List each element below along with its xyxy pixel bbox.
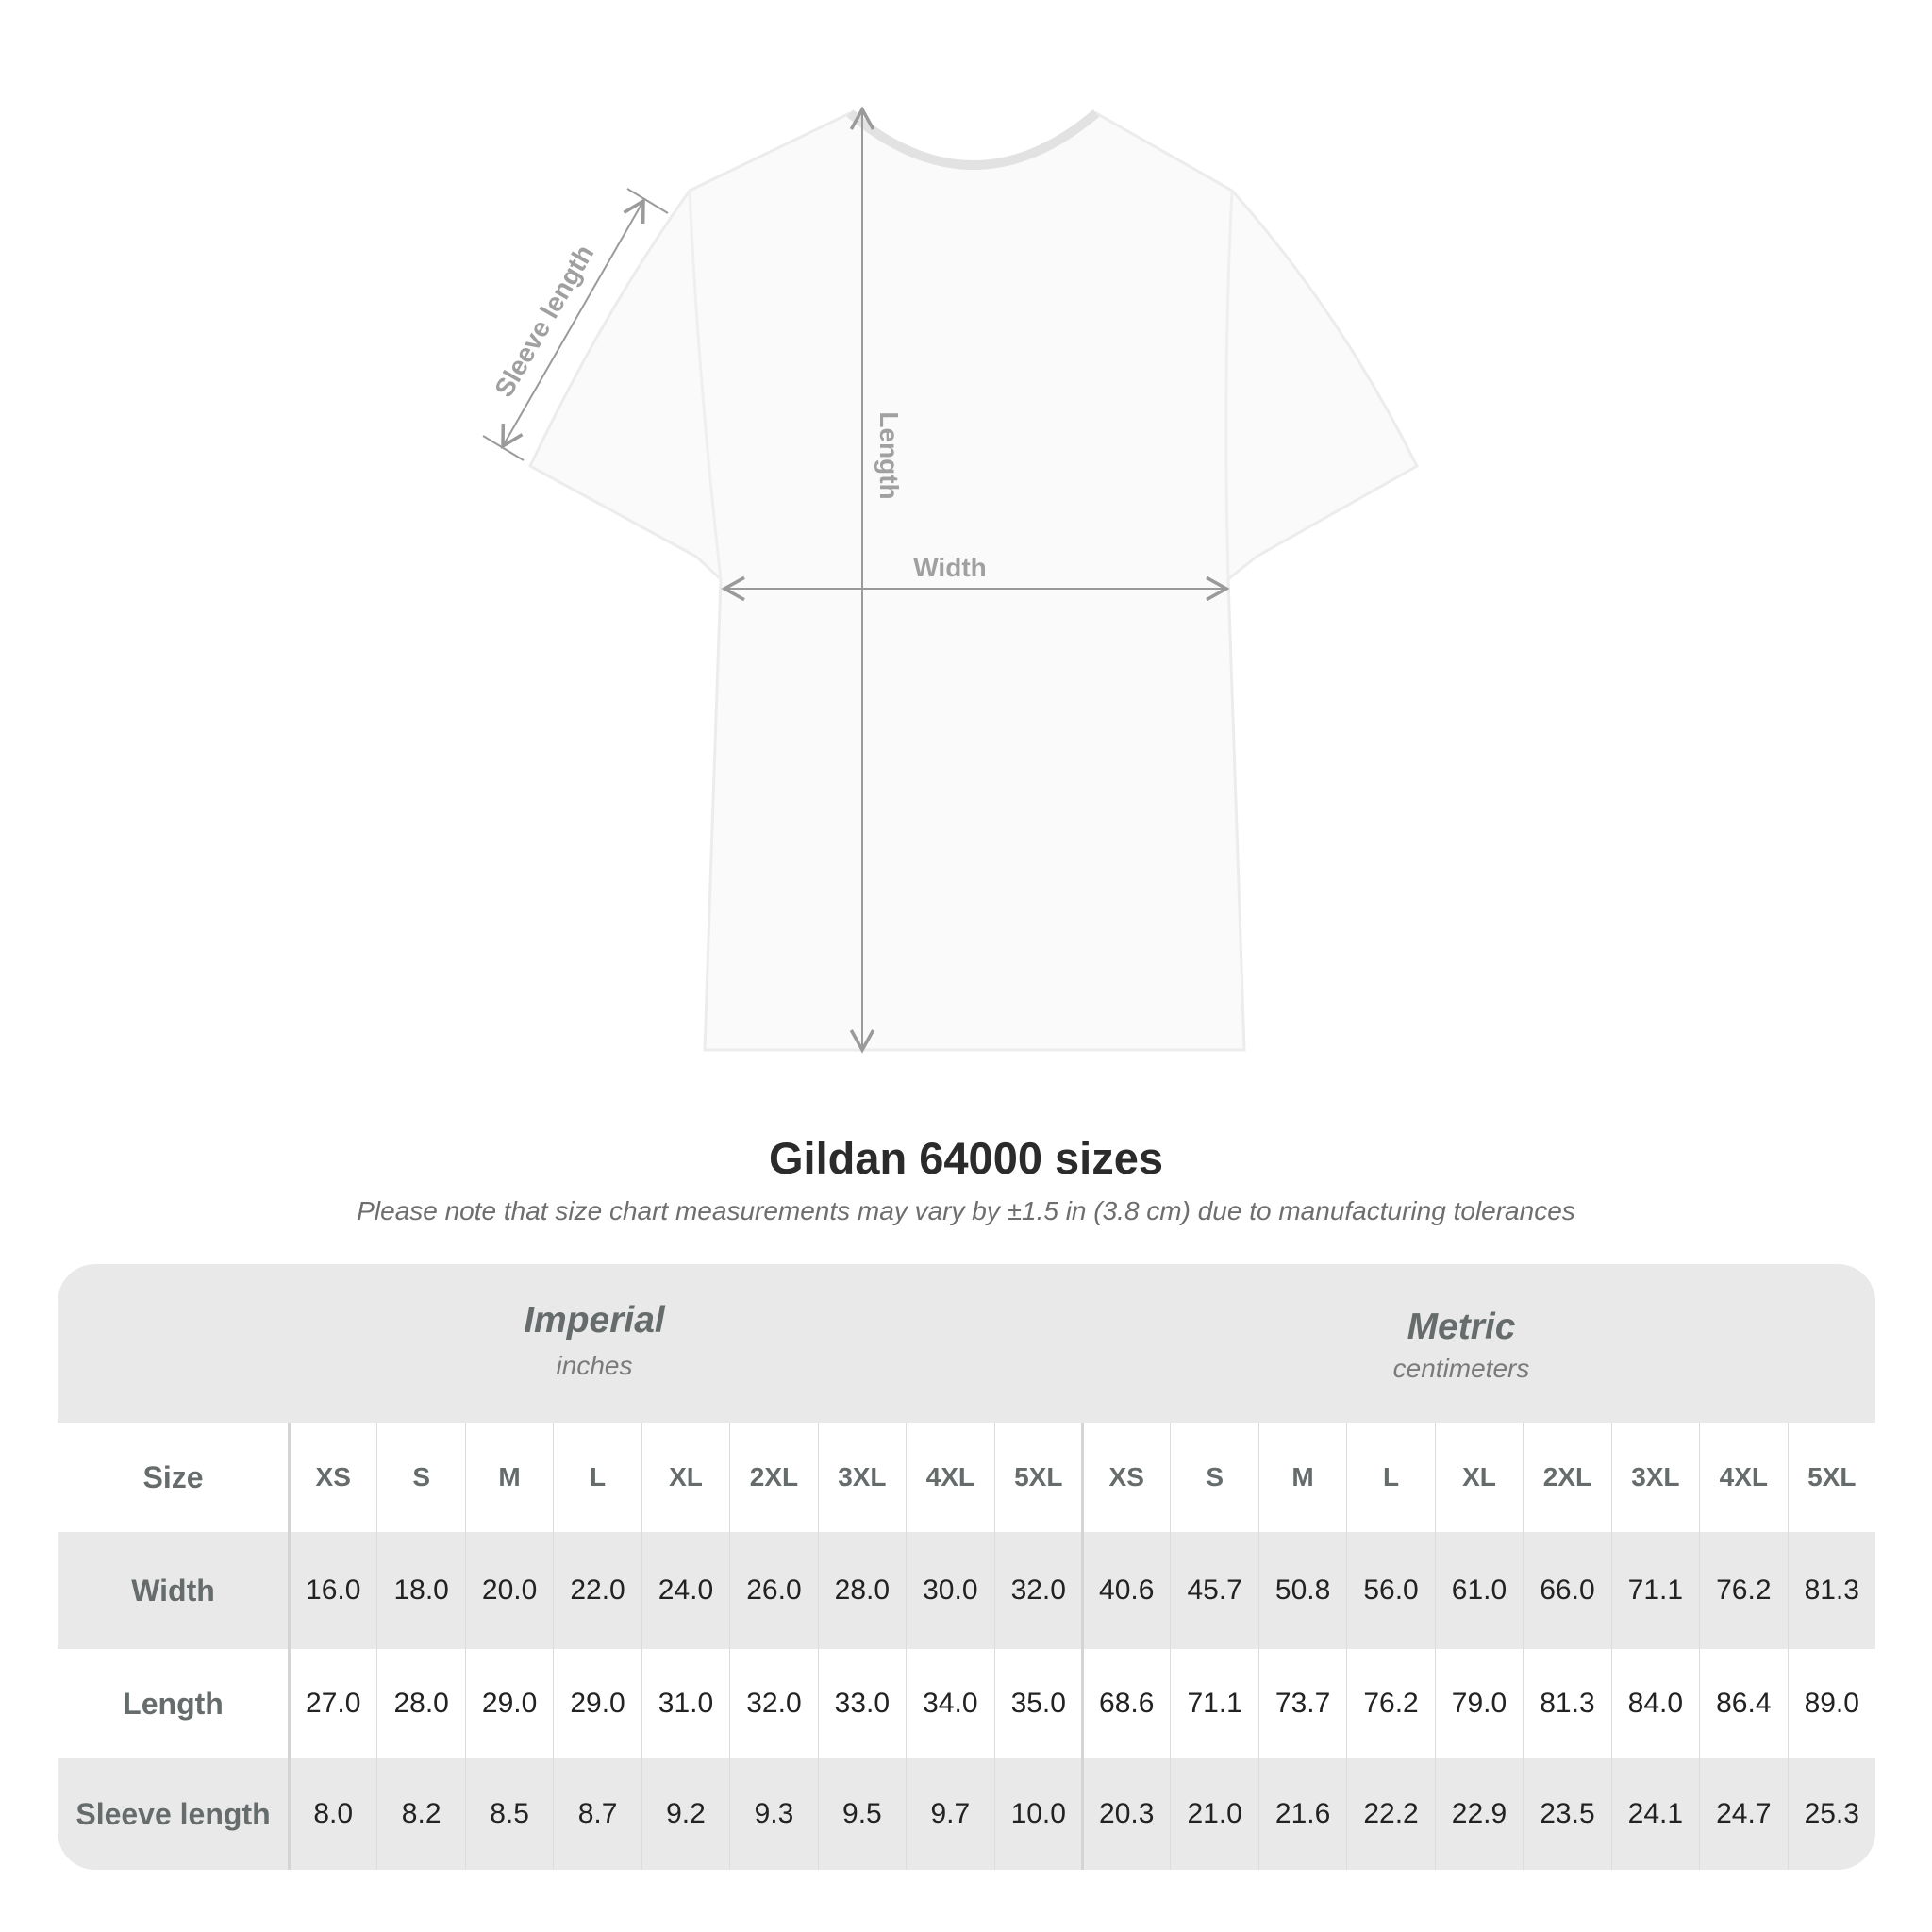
- table-cell: 61.0: [1434, 1532, 1523, 1649]
- table-cell: 71.1: [1170, 1649, 1257, 1758]
- table-cell: 45.7: [1170, 1532, 1257, 1649]
- tshirt-diagram: Length Width Sleeve length: [482, 106, 1419, 1054]
- size-header-cell: 5XL: [1787, 1423, 1875, 1532]
- table-cell: 56.0: [1346, 1532, 1434, 1649]
- label-column-divider: [288, 1423, 291, 1870]
- table-cell: 84.0: [1610, 1649, 1699, 1758]
- size-header-cell: 3XL: [817, 1423, 906, 1532]
- metric-header: Metric centimeters: [1131, 1307, 1791, 1384]
- table-cell: 9.7: [906, 1758, 993, 1870]
- table-cell: 9.5: [817, 1758, 906, 1870]
- imperial-unit: inches: [556, 1351, 633, 1380]
- table-row: Length 27.0 28.0 29.0 29.0 31.0 32.0 33.0 34.0 35…: [58, 1649, 1875, 1758]
- size-header-cell: XL: [1434, 1423, 1523, 1532]
- table-cell: 28.0: [817, 1532, 906, 1649]
- table-cell: 9.3: [729, 1758, 817, 1870]
- length-label: Length: [874, 411, 904, 499]
- table-cell: 8.2: [376, 1758, 464, 1870]
- imperial-metric-divider: [1081, 1423, 1084, 1870]
- table-cell: 31.0: [641, 1649, 729, 1758]
- metric-title: Metric: [1407, 1307, 1516, 1347]
- table-cell: 24.0: [641, 1532, 729, 1649]
- tolerance-note: Please note that size chart measurements…: [357, 1196, 1575, 1225]
- table-cell: 8.7: [553, 1758, 641, 1870]
- table-cell: 89.0: [1787, 1649, 1875, 1758]
- table-cell: 50.8: [1257, 1532, 1346, 1649]
- table-cell: 73.7: [1257, 1649, 1346, 1758]
- row-label: Length: [123, 1686, 224, 1721]
- table-cell: 35.0: [993, 1649, 1082, 1758]
- table-cell: 76.2: [1699, 1532, 1787, 1649]
- row-label: Size: [142, 1459, 204, 1494]
- size-header-cell: XS: [1082, 1423, 1170, 1532]
- size-header-cell: M: [1257, 1423, 1346, 1532]
- table-cell: 27.0: [289, 1649, 376, 1758]
- table-header-band: [58, 1264, 1875, 1423]
- table-cell: 21.6: [1257, 1758, 1346, 1870]
- table-cell: 20.0: [464, 1532, 553, 1649]
- table-cell: 9.2: [641, 1758, 729, 1870]
- size-header-cell: S: [1170, 1423, 1257, 1532]
- size-header-cell: XL: [641, 1423, 729, 1532]
- table-cell: 34.0: [906, 1649, 993, 1758]
- table-cell: 32.0: [993, 1532, 1082, 1649]
- table-cell: 10.0: [993, 1758, 1082, 1870]
- size-header-cell: 2XL: [1523, 1423, 1610, 1532]
- table-cell: 29.0: [464, 1649, 553, 1758]
- size-header-cell: XS: [289, 1423, 376, 1532]
- size-header-cell: 3XL: [1610, 1423, 1699, 1532]
- table-cell: 33.0: [817, 1649, 906, 1758]
- table-cell: 29.0: [553, 1649, 641, 1758]
- table-cell: 30.0: [906, 1532, 993, 1649]
- table-cell: 23.5: [1523, 1758, 1610, 1870]
- size-header-cell: L: [1346, 1423, 1434, 1532]
- size-header-cell: 5XL: [993, 1423, 1082, 1532]
- table-cell: 18.0: [376, 1532, 464, 1649]
- table-cell: 24.1: [1610, 1758, 1699, 1870]
- size-header-cell: S: [376, 1423, 464, 1532]
- width-label: Width: [913, 553, 987, 582]
- table-cell: 24.7: [1699, 1758, 1787, 1870]
- table-cell: 28.0: [376, 1649, 464, 1758]
- imperial-title: Imperial: [524, 1300, 665, 1341]
- size-table: Imperial inches Metric centimeters Size X…: [58, 1264, 1875, 1870]
- table-cell: 16.0: [289, 1532, 376, 1649]
- imperial-header: Imperial inches: [264, 1300, 924, 1381]
- table-cell: 26.0: [729, 1532, 817, 1649]
- table-cell: 68.6: [1082, 1649, 1170, 1758]
- size-header-cell: M: [464, 1423, 553, 1532]
- table-cell: 76.2: [1346, 1649, 1434, 1758]
- table-cell: 25.3: [1787, 1758, 1875, 1870]
- size-header-cell: 4XL: [1699, 1423, 1787, 1532]
- row-label: Sleeve length: [75, 1796, 271, 1831]
- sleeve-measure-line: [501, 197, 645, 450]
- page-title: Gildan 64000 sizes: [768, 1133, 1164, 1183]
- table-cell: 20.3: [1082, 1758, 1170, 1870]
- table-cell: 22.2: [1346, 1758, 1434, 1870]
- table-row: Sleeve length 8.0 8.2 8.5 8.7 9.2 9.3 9.5 9.7 10.…: [58, 1758, 1875, 1870]
- table-cell: 22.9: [1434, 1758, 1523, 1870]
- size-header-row: Size XS S M L XL 2XL 3XL 4XL 5XL XS S M L XL 2XL 3XL 4XL 5…: [58, 1423, 1875, 1532]
- table-cell: 71.1: [1610, 1532, 1699, 1649]
- row-label: Width: [131, 1573, 215, 1607]
- table-cell: 81.3: [1523, 1649, 1610, 1758]
- table-cell: 8.5: [464, 1758, 553, 1870]
- size-header-cell: 4XL: [906, 1423, 993, 1532]
- table-cell: 86.4: [1699, 1649, 1787, 1758]
- table-cell: 21.0: [1170, 1758, 1257, 1870]
- table-cell: 40.6: [1082, 1532, 1170, 1649]
- table-cell: 22.0: [553, 1532, 641, 1649]
- table-row: Width 16.0 18.0 20.0 22.0 24.0 26.0 28.0 30.0 32.…: [58, 1532, 1875, 1649]
- table-cell: 66.0: [1523, 1532, 1610, 1649]
- table-cell: 8.0: [289, 1758, 376, 1870]
- table-cell: 32.0: [729, 1649, 817, 1758]
- table-cell: 79.0: [1434, 1649, 1523, 1758]
- metric-unit: centimeters: [1392, 1354, 1530, 1383]
- table-cell: 81.3: [1787, 1532, 1875, 1649]
- size-header-cell: L: [553, 1423, 641, 1532]
- size-header-cell: 2XL: [729, 1423, 817, 1532]
